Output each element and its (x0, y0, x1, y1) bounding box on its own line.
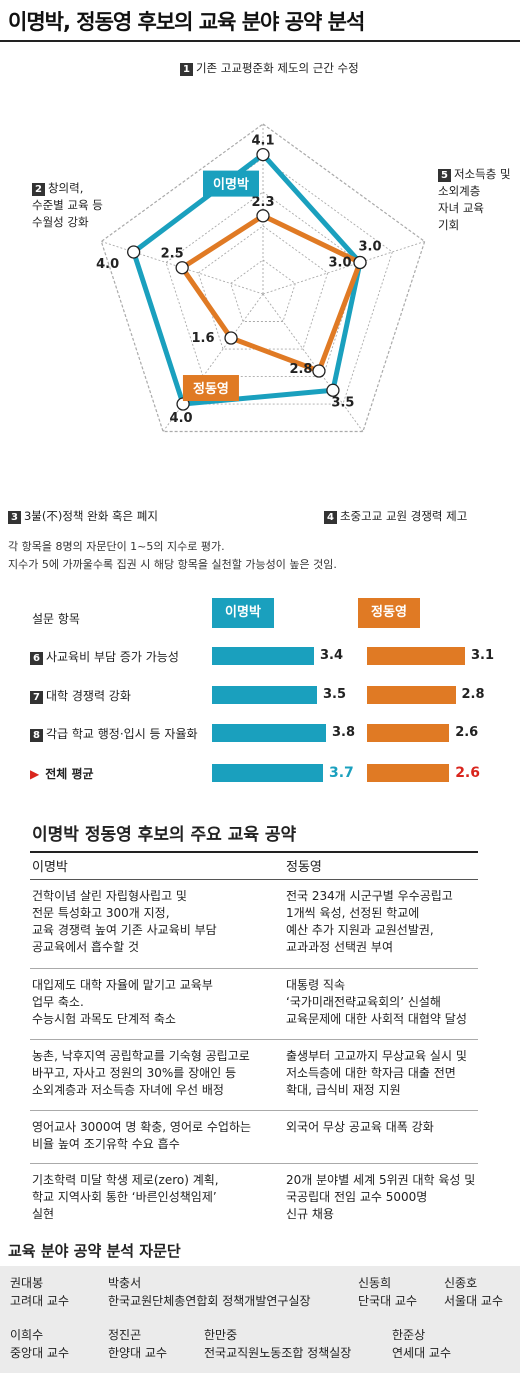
pledge-lee: 영어교사 3000여 명 확충, 영어로 수업하는 비율 높여 조기유학 수요 … (32, 1120, 252, 1151)
pledge-chung: 출생부터 고교까지 무상교육 실시 및 저소득층에 대한 학자금 대출 전면 확… (286, 1049, 467, 1097)
bar-lee (212, 686, 317, 704)
table-row: 건학이념 살린 자립형사립고 및 전문 특성화고 300개 지정, 교육 경쟁력… (30, 880, 478, 969)
member-card: 신동희 단국대 교수 (358, 1276, 418, 1308)
pledge-lee: 기초학력 미달 학생 제로(zero) 계획, 학교 지역사회 통한 ‘바른인성… (32, 1173, 219, 1221)
page-title: 이명박, 정동영 후보의 교육 분야 공약 분석 (8, 10, 365, 34)
radar-value-label: 4.0 (96, 257, 119, 272)
survey-question: 7 대학 경쟁력 강화 (30, 687, 131, 704)
bar-value-chung: 2.6 (455, 725, 479, 740)
radar-spoke (262, 293, 364, 432)
arrow-icon: ▶ (30, 767, 40, 781)
member-card: 박충서 한국교원단체총연합회 정책개발연구실장 (108, 1276, 311, 1308)
pledge-table: 이명박 정동영 건학이념 살린 자립형사립고 및 전문 특성화고 300개 지정… (30, 851, 478, 1234)
radar-axis-label-5: 5 저소득층 및 소외계층 자녀 교육 기회 (438, 167, 511, 232)
radar-series-chung (179, 213, 363, 374)
table-row: 대입제도 대학 자율에 맡기고 교육부 업무 축소. 수능시험 과목도 단계적 … (30, 969, 478, 1040)
member-card: 이희수 중앙대 교수 (10, 1328, 70, 1360)
pledge-section-title: 이명박 정동영 후보의 주요 교육 공약 (32, 825, 297, 845)
pledge-chung: 외국어 무상 공교육 대폭 강화 (286, 1120, 434, 1134)
survey-question: 6 사교육비 부담 증가 가능성 (30, 648, 179, 665)
advisory-panel: 권대봉 고려대 교수 박충서 한국교원단체총연합회 정책개발연구실장 신동희 단국대 … (0, 1266, 520, 1373)
bar-value-chung: 2.6 (455, 765, 480, 781)
series-tag-lee: 이명박 (212, 598, 274, 628)
radar-point-chung (353, 255, 367, 270)
pledge-table-header: 이명박 정동영 (30, 851, 478, 880)
bar-chung (367, 686, 456, 704)
radar-point-chung (175, 261, 189, 275)
radar-point-lee (326, 383, 340, 397)
bar-value-chung: 3.1 (471, 648, 495, 663)
col-header-chung: 정동영 (286, 860, 322, 875)
member-card: 권대봉 고려대 교수 (10, 1276, 70, 1308)
bar-value-lee: 3.8 (332, 725, 356, 740)
radar-grid-ring (230, 259, 296, 322)
table-row: 기초학력 미달 학생 제로(zero) 계획, 학교 지역사회 통한 ‘바른인성… (30, 1164, 478, 1234)
col-header-lee: 이명박 (32, 860, 68, 875)
pledge-chung: 전국 234개 시군구별 우수공립고 1개씩 육성, 선정된 학교에 예산 추가… (286, 889, 453, 954)
radar-point-chung (224, 331, 238, 345)
radar-point-lee (256, 147, 270, 162)
table-row: 영어교사 3000여 명 확충, 영어로 수업하는 비율 높여 조기유학 수요 … (30, 1111, 478, 1164)
radar-value-label: 3.0 (328, 255, 351, 270)
radar-grid-ring (133, 157, 393, 405)
note-line-2: 지수가 5에 가까울수록 집권 시 해당 항목을 실천할 가능성이 높은 것임. (8, 558, 337, 571)
bar-chung (367, 764, 450, 782)
member-card: 신종호 서울대 교수 (444, 1276, 504, 1308)
survey-question: 8 각급 학교 행정·입시 등 자율화 (30, 725, 198, 742)
pledge-lee: 대입제도 대학 자율에 맡기고 교육부 업무 축소. 수능시험 과목도 단계적 … (32, 978, 213, 1026)
radar-value-label: 3.5 (331, 395, 354, 410)
series-tag-label: 정동영 (193, 381, 229, 397)
bar-value-lee: 3.7 (329, 765, 354, 781)
survey-header: 설문 항목 (32, 612, 80, 626)
pledge-chung: 대통령 직속 ‘국가미래전략교육회의’ 신설해 교육문제에 대한 사회적 대협약… (286, 978, 467, 1026)
radar-grid-ring (100, 123, 426, 433)
bar-lee (212, 647, 314, 665)
pledge-chung: 20개 분야별 세계 5위권 대학 육성 및 국공립대 전임 교수 5000명 … (286, 1173, 476, 1221)
member-card: 한준상 연세대 교수 (392, 1328, 452, 1360)
title-divider (0, 40, 520, 42)
radar-value-label: 3.0 (358, 239, 381, 254)
radar-value-label: 1.6 (192, 331, 215, 346)
radar-point-chung (312, 364, 326, 378)
radar-axis-label-4: 4 초중고교 교원 경쟁력 제고 (324, 508, 467, 525)
radar-axis-label-1: 1 기존 고교평준화 제도의 근간 수정 (180, 60, 359, 77)
radar-value-label: 2.8 (289, 362, 312, 377)
radar-value-label: 4.1 (251, 134, 274, 149)
bar-value-chung: 2.8 (461, 687, 485, 702)
member-card: 한만중 전국교직원노동조합 정책실장 (204, 1328, 352, 1360)
survey-row: ▶ 전체 평균 3.7 2.6 (0, 762, 520, 784)
radar-axis-label-3: 3 3불(不)정책 완화 혹은 폐지 (8, 508, 158, 525)
series-tag-chung (182, 375, 239, 402)
pledge-lee: 농촌, 낙후지역 공립학교를 기숙형 공립고로 바꾸고, 자사고 정원의 30%… (32, 1049, 250, 1097)
panel-title: 교육 분야 공약 분석 자문단 (8, 1242, 181, 1260)
radar-value-label: 2.3 (251, 195, 274, 210)
survey-question: ▶ 전체 평균 (30, 767, 94, 781)
pledge-lee: 건학이념 살린 자립형사립고 및 전문 특성화고 300개 지정, 교육 경쟁력… (32, 889, 217, 954)
survey-row: 7 대학 경쟁력 강화 3.5 2.8 (0, 684, 520, 706)
radar-grid-ring (197, 225, 329, 350)
survey-row: 6 사교육비 부담 증가 가능성 3.4 3.1 (0, 645, 520, 667)
bar-lee (212, 764, 323, 782)
bar-chung (367, 724, 450, 742)
radar-axis-label-2: 2 창의력, 수준별 교육 등 수월성 강화 (32, 181, 103, 229)
bar-lee (212, 724, 326, 742)
bar-value-lee: 3.4 (320, 648, 344, 663)
radar-point-chung (256, 209, 270, 223)
bar-chung (367, 647, 465, 665)
series-tag-lee (203, 170, 259, 197)
radar-point-lee (127, 245, 141, 259)
table-row: 농촌, 낙후지역 공립학교를 기숙형 공립고로 바꾸고, 자사고 정원의 30%… (30, 1040, 478, 1111)
note-line-1: 각 항목을 8명의 자문단이 1~5의 지수로 평가. (8, 540, 225, 553)
radar-value-label: 2.5 (161, 247, 184, 262)
series-tag-label: 이명박 (213, 177, 249, 193)
bar-value-lee: 3.5 (323, 687, 347, 702)
survey-row: 8 각급 학교 행정·입시 등 자율화 3.8 2.6 (0, 722, 520, 744)
radar-series-lee (131, 152, 363, 407)
radar-value-label: 4.0 (170, 411, 193, 426)
series-tag-chung: 정동영 (358, 598, 420, 628)
chart-notes: 각 항목을 8명의 자문단이 1~5의 지수로 평가. 지수가 5에 가까울수록… (8, 538, 337, 574)
member-card: 정진곤 한양대 교수 (108, 1328, 168, 1360)
radar-spoke (262, 241, 425, 295)
